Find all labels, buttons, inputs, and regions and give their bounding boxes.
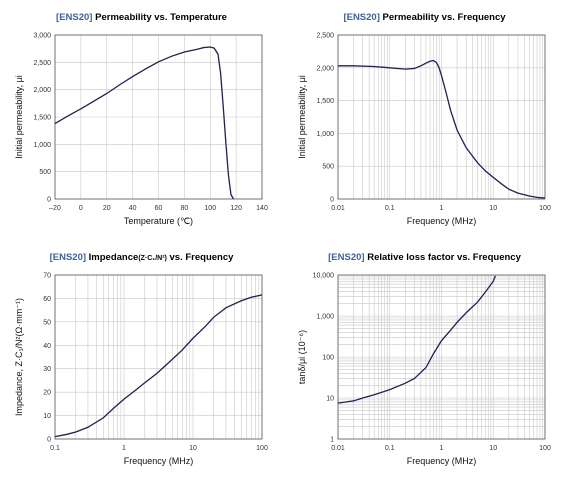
chart-title: [ENS20] Impedance(Z·C₁/N²) vs. Frequency (0, 252, 283, 263)
x-axis-label: Frequency (MHz) (407, 216, 477, 226)
x-tick-label: 10 (189, 445, 197, 452)
y-axis-label: Initial permeability, μi (297, 75, 307, 159)
x-tick-label: 20 (103, 205, 111, 212)
y-tick-label: 50 (43, 319, 51, 326)
panel-impedance-frequency: [ENS20] Impedance(Z·C₁/N²) vs. Frequency… (0, 240, 283, 480)
x-tick-label: 100 (204, 205, 216, 212)
y-tick-label: 10,000 (313, 273, 335, 280)
y-axis-label: Initial permeability, μi (14, 75, 24, 159)
plot-frame (54, 34, 263, 200)
x-tick-label: 120 (230, 205, 242, 212)
grid (337, 274, 546, 440)
chart-loss-factor-frequency: 0.01 0.1 1 10 100 1 10 100 1,000 10,000 Frequency … (297, 273, 551, 467)
y-tick-label: 0 (330, 197, 334, 204)
x-tick-label: 0 (79, 205, 83, 212)
x-tick-label: 1 (440, 205, 444, 212)
y-tick-label: 40 (43, 343, 51, 350)
chart-title-text: Impedance (88, 252, 139, 263)
chart-tag: [ENS20] (56, 12, 93, 23)
x-tick-label: 40 (129, 205, 137, 212)
y-tick-label: 10 (43, 413, 51, 420)
x-tick-label: 10 (489, 445, 497, 452)
y-axis-label: Impedance, Z·C₁/N²(Ω·mm⁻¹) (14, 298, 24, 416)
y-tick-label: 2,500 (33, 60, 51, 67)
x-tick-label: 100 (539, 205, 551, 212)
plot-frame (54, 274, 263, 440)
x-tick-label: 0.01 (331, 445, 345, 452)
x-tick-label: 0.01 (331, 205, 345, 212)
chart-tag: [ENS20] (343, 12, 380, 23)
y-tick-label: 3,000 (33, 33, 51, 40)
y-tick-label: 2,000 (33, 87, 51, 94)
chart-title-text: Permeability vs. Temperature (95, 12, 227, 23)
panel-loss-factor-frequency: [ENS20] Relative loss factor vs. Frequen… (283, 240, 566, 480)
y-tick-label: 60 (43, 296, 51, 303)
y-tick-label: 1,000 (316, 131, 334, 138)
chart-title: [ENS20] Permeability vs. Frequency (283, 12, 566, 23)
x-tick-label: 10 (489, 205, 497, 212)
y-tick-label: 1,500 (316, 98, 334, 105)
y-tick-label: 10 (326, 396, 334, 403)
x-tick-label: 60 (155, 205, 163, 212)
x-tick-label: 80 (180, 205, 188, 212)
chart-tag: [ENS20] (49, 252, 87, 263)
y-tick-label: 500 (322, 164, 334, 171)
x-axis-label: Temperature (℃) (124, 216, 193, 226)
grid (54, 274, 263, 440)
x-tick-label: –20 (49, 205, 61, 212)
chart-title-sub: (Z·C₁/N²) (138, 255, 167, 262)
chart-title: [ENS20] Relative loss factor vs. Frequen… (283, 252, 566, 263)
x-tick-label: 0.1 (385, 445, 395, 452)
y-tick-label: 1,000 (316, 314, 334, 321)
y-tick-label: 20 (43, 390, 51, 397)
chart-title: [ENS20] Permeability vs. Temperature (0, 12, 283, 23)
x-axis-label: Frequency (MHz) (124, 456, 194, 466)
chart-tag: [ENS20] (328, 252, 365, 263)
y-tick-label: 30 (43, 366, 51, 373)
x-axis-label: Frequency (MHz) (407, 456, 477, 466)
series-line (337, 275, 496, 404)
panel-permeability-frequency: [ENS20] Permeability vs. Frequency 0.01 0… (283, 0, 566, 240)
chart-title-tail: vs. Frequency (166, 252, 234, 263)
y-axis-label: tanδ/μi (10⁻⁶) (297, 330, 307, 384)
x-tick-label: 0.1 (50, 445, 60, 452)
grid (337, 34, 546, 200)
y-tick-label: 1,500 (33, 115, 51, 122)
series-line (54, 294, 263, 438)
y-tick-label: 500 (39, 169, 51, 176)
chart-title-text: Relative loss factor vs. Frequency (367, 252, 521, 263)
y-tick-label: 1 (330, 437, 334, 444)
chart-permeability-temperature: –20 0 20 40 60 80 100 120 14005001,0001,5002,000… (14, 33, 268, 227)
plot-frame (337, 34, 546, 200)
series-line (54, 46, 235, 200)
y-tick-label: 70 (43, 273, 51, 280)
x-tick-label: 0.1 (385, 205, 395, 212)
y-tick-label: 0 (47, 437, 51, 444)
y-tick-label: 2,500 (316, 33, 334, 40)
chart-impedance-frequency: 0.1 1 10 100 0 10 20 30 40 50 60 70 Frequency (MHz) I… (14, 273, 268, 467)
panel-permeability-temperature: [ENS20] Permeability vs. Temperature –20… (0, 0, 283, 240)
y-tick-label: 100 (322, 355, 334, 362)
y-tick-label: 2,000 (316, 65, 334, 72)
plot-frame (337, 274, 546, 440)
x-tick-label: 100 (256, 445, 268, 452)
x-tick-label: 140 (256, 205, 268, 212)
grid (54, 34, 263, 200)
x-tick-label: 100 (539, 445, 551, 452)
y-tick-label: 1,000 (33, 142, 51, 149)
y-tick-label: 0 (47, 197, 51, 204)
x-tick-label: 1 (122, 445, 126, 452)
series-line (338, 59, 546, 199)
x-tick-label: 1 (440, 445, 444, 452)
chart-permeability-frequency: 0.01 0.1 1 10 100 0 500 1,000 1,500 2,000 2,500 Fre… (297, 33, 551, 227)
chart-title-text: Permeability vs. Frequency (382, 12, 506, 23)
